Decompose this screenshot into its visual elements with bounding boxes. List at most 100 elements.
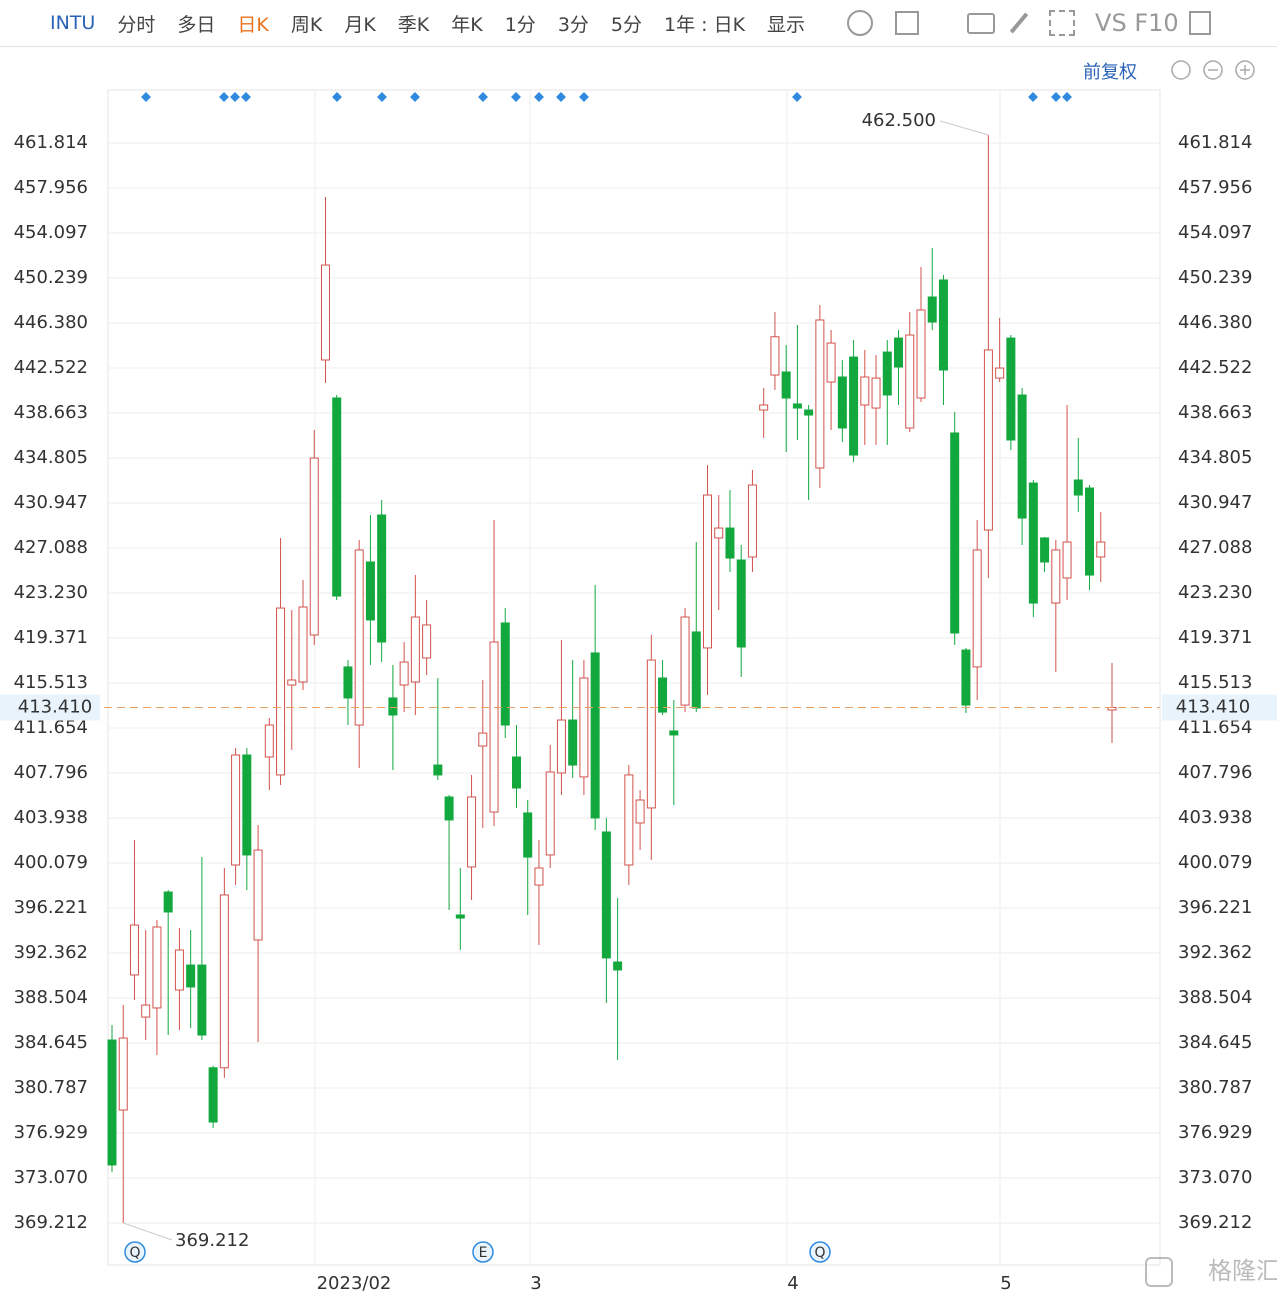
event-marker [511,92,521,102]
candle-body [714,527,724,539]
candle-body [938,279,948,371]
candle-body [354,549,364,726]
y2-tick-label: 434.805 [1178,447,1252,468]
candle-body [511,756,521,789]
last-price-label: 413.410 [1176,697,1250,718]
candle-body [669,730,679,736]
tab[interactable]: 3分 [557,13,589,36]
y2-tick-label: 392.362 [1178,942,1252,963]
y2-tick-label: 438.663 [1178,402,1252,423]
candle-body [377,514,387,643]
candle-body [961,649,971,706]
y-tick-label: 384.645 [14,1032,88,1053]
y2-tick-label: 384.645 [1178,1032,1252,1053]
zoom-out-icon[interactable] [1203,60,1223,80]
tab[interactable]: 多日 [177,13,216,36]
toolbar: INTU 分时 多日 日K 周K 月K 季K 年K 1分 3分 5分 1年 : 日K 显示 VS … [0,0,1277,47]
candle-body [129,924,139,976]
y2-tick-label: 427.088 [1178,537,1252,558]
display-select[interactable]: 显示 [767,13,806,36]
candle-body [399,661,409,686]
period-select[interactable]: 1年 : 日K [664,13,746,36]
candle-body [433,764,443,776]
candle-body [365,561,375,621]
event-marker [1028,92,1038,102]
candle-body [680,616,690,706]
grid [108,90,1160,1265]
y2-tick-label: 446.380 [1178,312,1252,333]
candle-body [478,732,488,747]
candle-body [500,622,510,726]
y-tick-label: 411.654 [14,717,88,738]
tab[interactable]: 周K [290,13,323,36]
y2-tick-label: 373.070 [1178,1167,1252,1188]
event-marker [579,92,589,102]
event-marker [534,92,544,102]
tab[interactable]: 5分 [610,13,642,36]
candle-body [871,377,881,409]
y-tick-label: 454.097 [14,222,88,243]
candle-body [309,457,319,636]
candle-body [646,659,656,809]
x-tick-label: 5 [1000,1273,1011,1294]
candle-body [781,371,791,399]
camera-icon[interactable] [967,12,996,34]
candle-body [219,894,229,1069]
candle-body [1028,482,1038,604]
candle-body [141,1004,151,1018]
y-tick-label: 457.956 [14,177,88,198]
adjust-button[interactable]: 前复权 [1083,62,1137,83]
y2-tick-label: 369.212 [1178,1212,1252,1233]
y-tick-label: 369.212 [14,1212,88,1233]
y2-tick-label: 376.929 [1178,1122,1252,1143]
event-icon [809,1241,831,1263]
event-marker [1051,92,1061,102]
box-icon[interactable] [895,11,920,35]
tab[interactable]: 1分 [504,13,536,36]
y-tick-label: 438.663 [14,402,88,423]
watermark-logo [1145,1257,1173,1287]
candle-body [624,774,634,866]
candle-body [276,607,286,776]
vs-f10[interactable]: VS F10 [1095,9,1179,37]
y2-tick-label: 442.522 [1178,357,1252,378]
y-tick-label: 400.079 [14,852,88,873]
y-tick-label: 461.814 [14,132,88,153]
tab[interactable]: 月K [344,13,376,36]
settings-icon[interactable] [847,10,874,36]
candle-body [231,754,241,866]
tab[interactable]: 分时 [117,13,156,36]
y2-tick-label: 454.097 [1178,222,1252,243]
candle-body [208,1067,218,1123]
y-tick-label: 403.938 [14,807,88,828]
candle-body [568,719,578,766]
panel-icon[interactable] [1188,11,1211,35]
y-tick-label: 419.371 [14,627,88,648]
y-tick-label: 450.239 [14,267,88,288]
x-tick-label: 4 [787,1273,798,1294]
event-marker [230,92,240,102]
candle-body [1040,537,1050,563]
fullscreen-icon[interactable] [1049,10,1076,36]
y2-tick-label: 423.230 [1178,582,1252,603]
candle-body [837,376,847,429]
last-price-box [1162,694,1277,721]
y-tick-label: 442.522 [14,357,88,378]
candle-body [152,926,162,1009]
tab[interactable]: 日K [237,13,269,36]
event-label: Q [814,1245,825,1261]
candle-body [579,677,589,778]
y-tick-label: 380.787 [14,1077,88,1098]
symbol[interactable]: INTU [50,12,96,34]
y2-tick-label: 411.654 [1178,717,1252,738]
reset-icon[interactable] [1171,60,1191,80]
zoom-in-icon[interactable] [1235,60,1255,80]
candle-body [1051,549,1061,604]
candle-body [882,351,892,396]
y-tick-label: 376.929 [14,1122,88,1143]
candle-body [601,831,611,959]
tabs: 分时 多日 日K 周K 月K 季K 年K 1分 3分 5分 [117,10,664,37]
tab[interactable]: 年K [451,13,483,36]
tab[interactable]: 季K [397,13,430,36]
